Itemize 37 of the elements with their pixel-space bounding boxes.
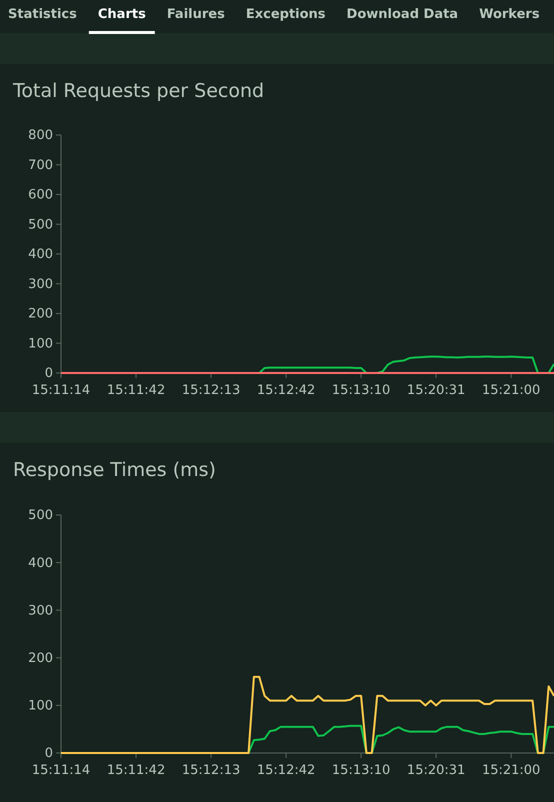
x-tick-label: 15:11:42 xyxy=(106,763,166,778)
text: Failures xyxy=(166,7,226,22)
x-tick-label: 15:20:31 xyxy=(406,383,466,398)
x-tick-label: 15:12:42 xyxy=(256,763,316,778)
x-tick-label: 15:21:00 xyxy=(482,763,540,778)
chart-title: Response Times (ms) xyxy=(13,459,216,481)
x-tick-label: 15:13:10 xyxy=(332,383,390,398)
x-tick-label: 15:11:14 xyxy=(32,763,90,778)
text: Statistics xyxy=(8,7,78,22)
y-tick-label: 300 xyxy=(28,276,53,292)
x-tick-label: 15:20:31 xyxy=(406,763,466,778)
x-tick-label: 15:12:13 xyxy=(182,763,240,778)
y-tick-label: 700 xyxy=(28,158,53,173)
y-tick-label: 400 xyxy=(28,247,53,262)
y-tick-label: 100 xyxy=(28,698,53,714)
y-tick-label: 0 xyxy=(44,746,53,762)
text: Download Data xyxy=(346,7,458,22)
x-tick-label: 15:12:13 xyxy=(182,383,240,398)
y-tick-label: 800 xyxy=(28,128,53,144)
text: Workers xyxy=(479,7,540,22)
x-tick-label: 15:13:10 xyxy=(332,763,390,778)
x-tick-label: 15:21:00 xyxy=(482,383,540,398)
y-tick-label: 500 xyxy=(28,508,53,524)
y-tick-label: 200 xyxy=(28,650,53,666)
y-tick-label: 0 xyxy=(44,366,53,382)
chart-title: Total Requests per Second xyxy=(12,80,264,102)
text: Charts xyxy=(98,7,146,22)
y-tick-label: 200 xyxy=(28,306,53,322)
y-tick-label: 600 xyxy=(28,188,53,203)
x-tick-label: 15:12:42 xyxy=(256,383,316,398)
x-tick-label: 15:11:42 xyxy=(106,383,166,398)
text: Exceptions xyxy=(246,7,326,22)
y-tick-label: 400 xyxy=(28,556,53,571)
y-tick-label: 500 xyxy=(28,217,53,232)
y-tick-label: 100 xyxy=(28,336,53,352)
x-tick-label: 15:11:14 xyxy=(32,383,90,398)
y-tick-label: 300 xyxy=(28,603,53,618)
